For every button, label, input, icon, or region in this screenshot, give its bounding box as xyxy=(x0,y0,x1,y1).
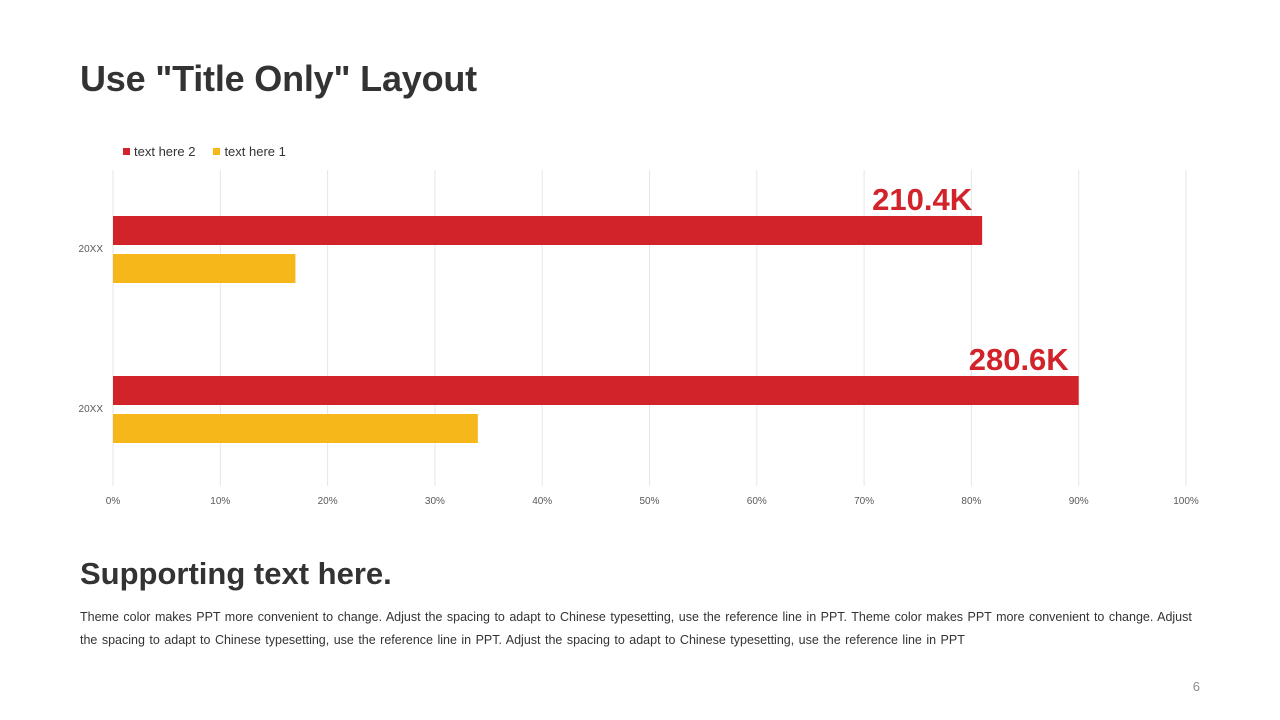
x-tick-label: 20% xyxy=(318,496,338,507)
x-tick-label: 10% xyxy=(210,496,230,507)
legend-item-series-1: text here 2 xyxy=(123,144,195,159)
x-tick-label: 100% xyxy=(1173,496,1199,507)
y-category-label: 20XX xyxy=(79,404,104,415)
bar xyxy=(113,376,1079,405)
legend-label-series-2: text here 1 xyxy=(224,144,286,159)
body-text: Theme color makes PPT more convenient to… xyxy=(80,610,1192,647)
bar-chart: 0% 10% 20% 30% 40% 50% 60% 70% 80% 90% 100% 20XX 20X… xyxy=(79,170,1199,507)
slide-title: Use "Title Only" Layout xyxy=(80,58,477,99)
legend-swatch-series-2 xyxy=(213,148,221,155)
x-tick-label: 80% xyxy=(961,496,981,507)
bar xyxy=(113,216,983,245)
x-tick-label: 70% xyxy=(854,496,874,507)
data-label: 280.6K xyxy=(969,342,1070,377)
x-tick-label: 90% xyxy=(1069,496,1089,507)
legend-swatch-series-1 xyxy=(123,148,130,155)
legend-item-series-2: text here 1 xyxy=(213,144,286,159)
data-label: 210.4K xyxy=(872,182,973,217)
legend-label-series-1: text here 2 xyxy=(134,144,196,159)
supporting-title: Supporting text here. xyxy=(80,556,392,591)
bar xyxy=(113,414,478,443)
y-category-label: 20XX xyxy=(79,244,104,255)
x-tick-label: 0% xyxy=(106,496,121,507)
page-number: 6 xyxy=(1192,679,1200,694)
x-tick-label: 40% xyxy=(532,496,552,507)
bar xyxy=(113,254,296,283)
x-tick-label: 30% xyxy=(425,496,445,507)
chart-legend: text here 2 text here 1 xyxy=(123,144,286,159)
x-tick-label: 50% xyxy=(639,496,659,507)
x-tick-label: 60% xyxy=(747,496,767,507)
